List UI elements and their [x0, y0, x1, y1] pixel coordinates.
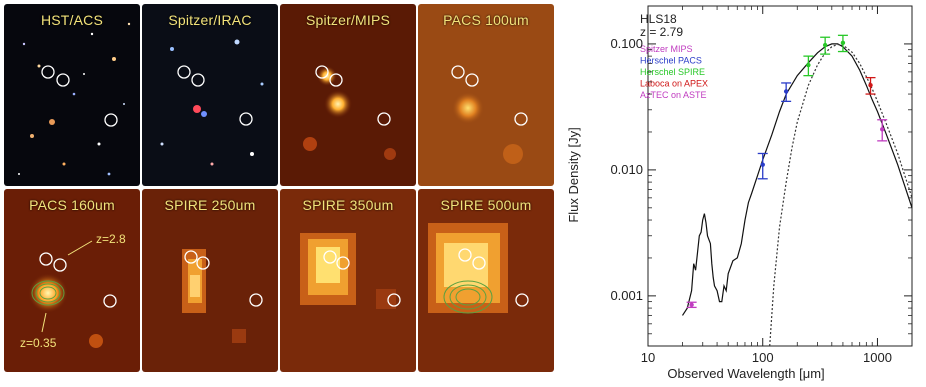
panel-pacs-160um-label: PACS 160um — [29, 197, 115, 213]
panel-spitzer-irac-label: Spitzer/IRAC — [168, 12, 252, 28]
data-point — [822, 42, 828, 48]
panel-hst-acs-image — [4, 4, 140, 186]
data-point — [806, 62, 811, 68]
legend-entry: Spitzer MIPS — [640, 44, 693, 54]
panel-spire-350um-label: SPIRE 350um — [302, 197, 394, 213]
redshift-annotation-low: z=0.35 — [20, 336, 57, 350]
panel-spitzer-irac-image — [142, 4, 278, 186]
panel-pacs-100um-label: PACS 100um — [443, 12, 529, 28]
redshift-label: z = 2.79 — [640, 25, 683, 39]
source-name: HLS18 — [640, 12, 677, 26]
panel-pacs-100um-image — [418, 4, 554, 186]
data-point — [760, 162, 765, 167]
y-tick-label: 0.010 — [610, 162, 643, 177]
panel-pacs-160um: z=2.8 z=0.35 PACS 160um — [4, 189, 140, 372]
data-point — [783, 89, 789, 94]
data-point — [880, 127, 885, 132]
panel-pacs-160um-image: z=2.8 z=0.35 — [4, 189, 140, 372]
sed-chart: HLS18 z = 2.79 Spitzer MIPS Herschel PACS… — [566, 5, 913, 381]
legend-entry: Laboca on APEX — [640, 79, 708, 89]
redshift-annotation-high: z=2.8 — [96, 232, 126, 246]
panel-spitzer-mips: Spitzer/MIPS — [280, 4, 416, 186]
x-axis-label: Observed Wavelength [μm] — [667, 366, 824, 381]
y-tick-label: 0.100 — [610, 36, 643, 51]
panel-spire-250um-label: SPIRE 250um — [164, 197, 256, 213]
sed-ticks: 10 100 1000 0.001 0.010 0.100 — [610, 5, 913, 365]
panel-spitzer-irac: Spitzer/IRAC — [142, 4, 278, 186]
data-point — [840, 40, 846, 46]
panel-spitzer-mips-label: Spitzer/MIPS — [305, 12, 391, 28]
x-tick-label: 1000 — [863, 350, 892, 365]
model-sed-curve — [681, 43, 913, 316]
panel-spire-250um-image — [142, 189, 278, 372]
y-axis-label: Flux Density [Jy] — [566, 127, 581, 222]
data-point — [689, 302, 694, 307]
x-tick-label: 100 — [752, 350, 774, 365]
legend-entry: Herschel PACS — [640, 56, 702, 66]
panel-spire-350um: SPIRE 350um — [280, 189, 416, 372]
panel-spire-250um: SPIRE 250um — [142, 189, 278, 372]
panel-spire-350um-image — [280, 189, 416, 372]
panel-spire-500um-image — [418, 189, 554, 372]
panel-hst-acs-label: HST/ACS — [40, 12, 104, 28]
panel-pacs-100um: PACS 100um — [418, 4, 554, 186]
model-greybody-curve — [769, 43, 913, 347]
y-tick-label: 0.001 — [610, 288, 643, 303]
panel-spire-500um: SPIRE 500um — [418, 189, 554, 372]
x-tick-label: 10 — [641, 350, 655, 365]
legend-entry: AzTEC on ASTE — [640, 90, 707, 100]
panel-spitzer-mips-image — [280, 4, 416, 186]
data-point — [868, 83, 873, 88]
legend-entry: Herschel SPIRE — [640, 67, 705, 77]
panel-hst-acs: HST/ACS — [4, 4, 140, 186]
image-mosaic: HST/ACS Spitzer/IRAC — [4, 4, 554, 372]
panel-spire-500um-label: SPIRE 500um — [440, 197, 532, 213]
